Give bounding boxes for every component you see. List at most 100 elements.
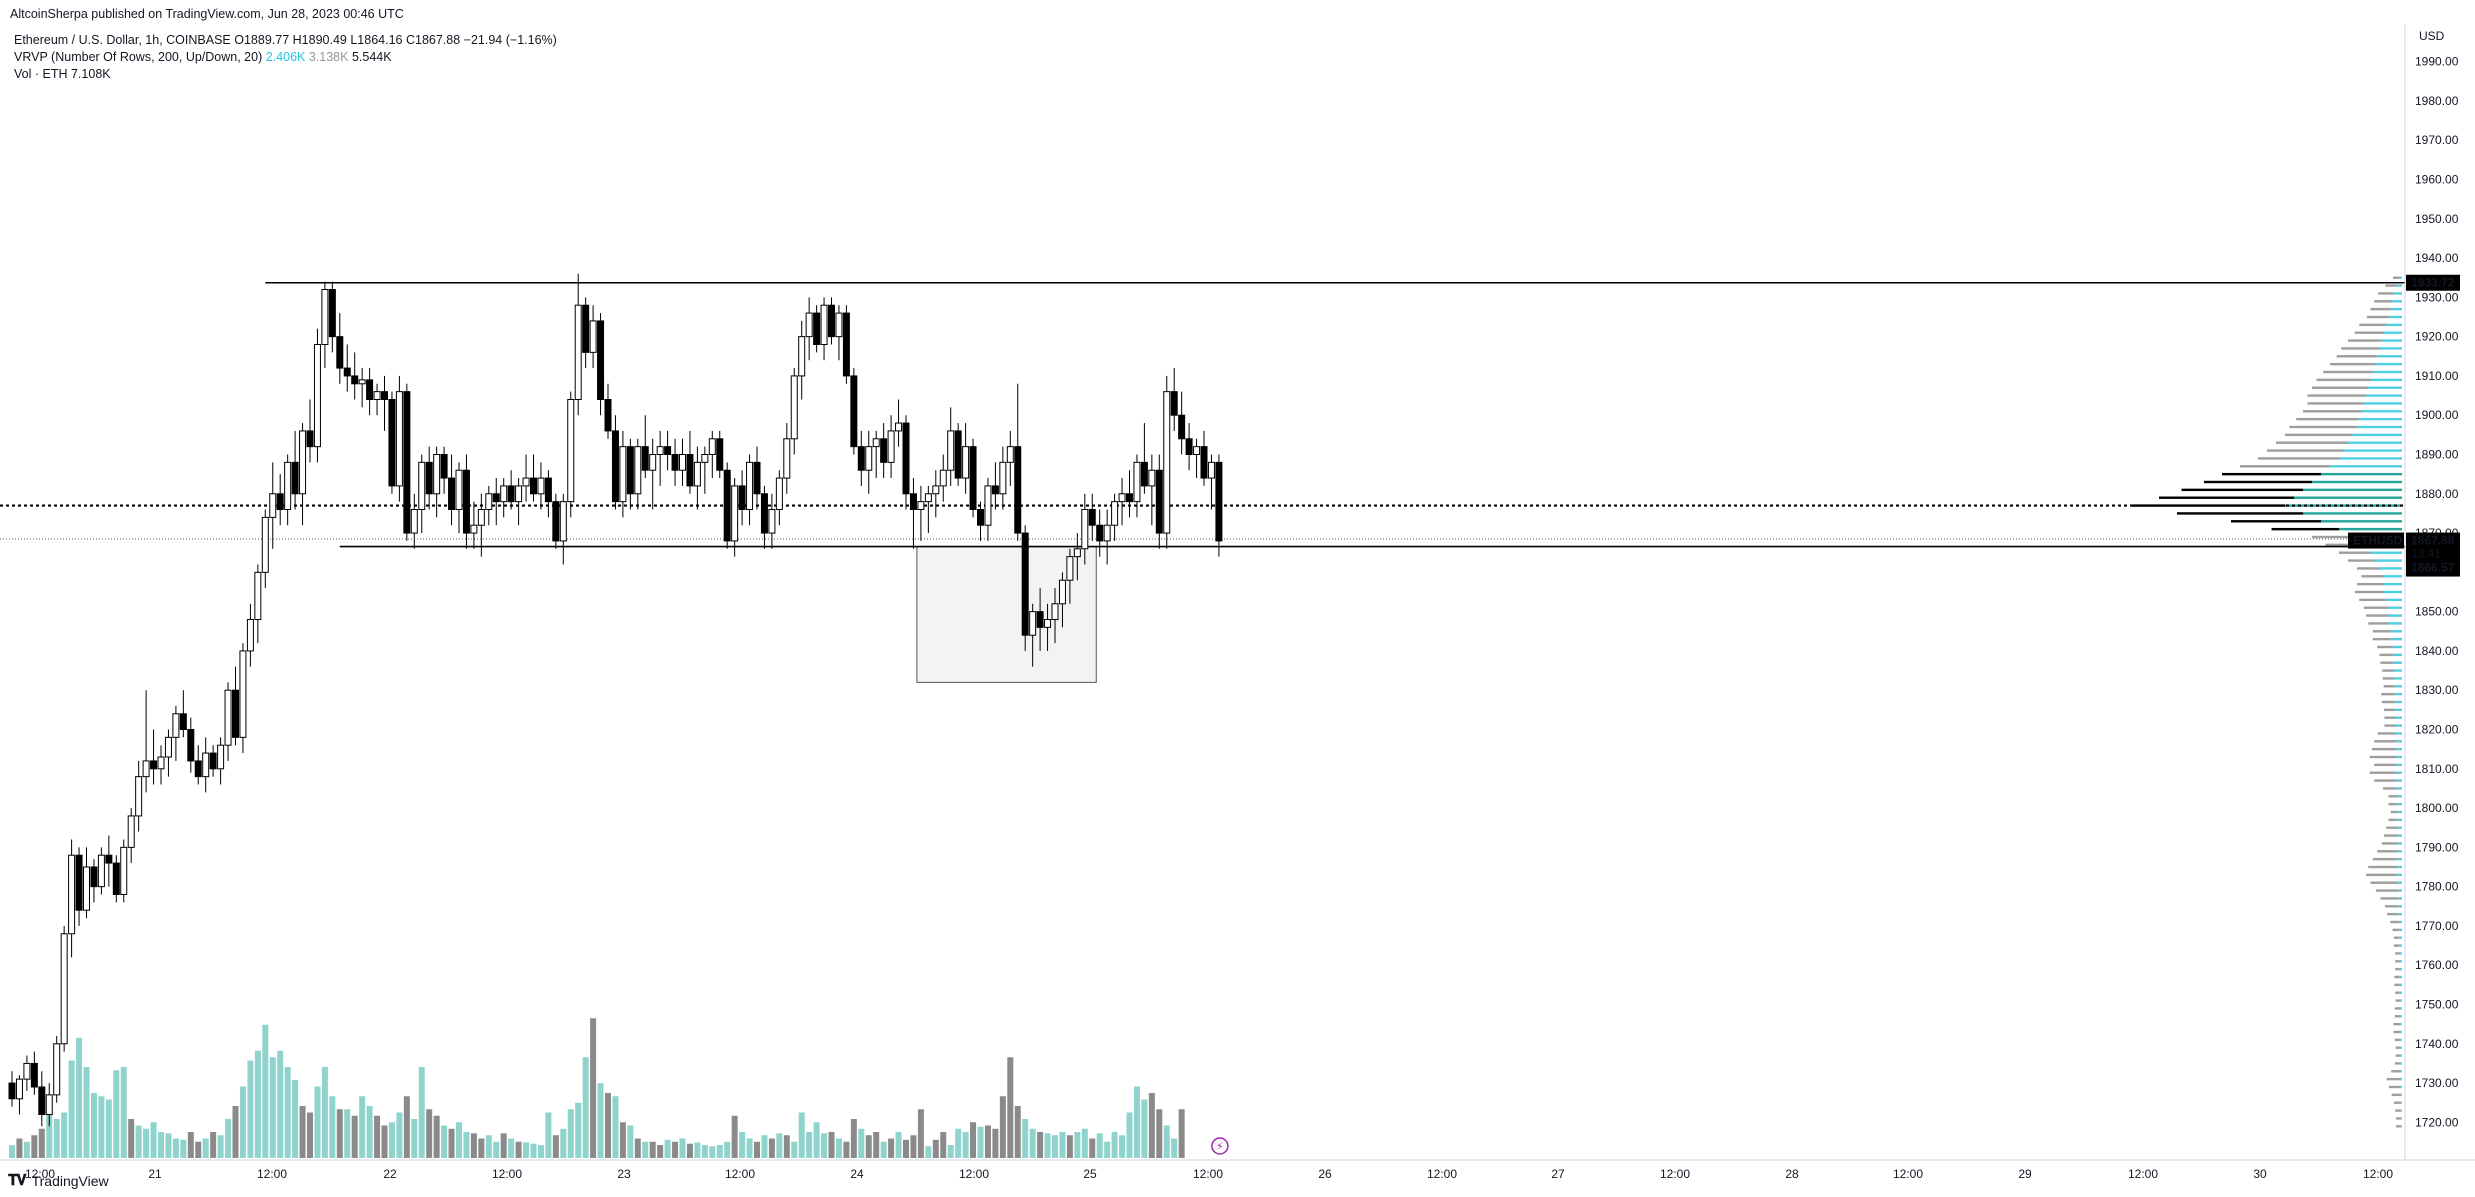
candle-up bbox=[656, 446, 664, 455]
candle-down bbox=[1200, 446, 1208, 479]
profile-up-bar bbox=[2398, 897, 2402, 900]
volume-bar bbox=[508, 1138, 515, 1158]
volume-bar bbox=[210, 1132, 217, 1158]
candle-up bbox=[23, 1062, 31, 1080]
candle-up bbox=[574, 304, 582, 401]
legend-vrvp-label[interactable]: VRVP (Number Of Rows, 200, Up/Down, 20) bbox=[14, 50, 263, 64]
profile-up-bar bbox=[2399, 983, 2402, 987]
volume-bar bbox=[657, 1145, 664, 1158]
volume-bars bbox=[9, 1018, 1185, 1158]
volume-bar bbox=[187, 1132, 194, 1158]
volume-bar bbox=[38, 1128, 45, 1158]
profile-down-bar bbox=[2380, 897, 2399, 900]
volume-bar bbox=[642, 1141, 649, 1158]
profile-down-bar bbox=[2177, 512, 2303, 515]
volume-bar bbox=[739, 1132, 746, 1158]
profile-up-bar bbox=[2379, 347, 2402, 350]
volume-bar bbox=[90, 1093, 97, 1158]
volume-bar bbox=[1037, 1132, 1044, 1158]
candle-up bbox=[15, 1078, 23, 1100]
profile-up-bar bbox=[2352, 433, 2402, 437]
candle-down bbox=[626, 446, 634, 495]
y-tick-label: 1830.00 bbox=[2415, 683, 2459, 697]
profile-down-bar bbox=[2384, 708, 2396, 712]
range-box-rect bbox=[916, 546, 1097, 683]
volume-bar bbox=[984, 1125, 991, 1158]
price-axis[interactable]: USD 1720.00 1730.00 1740.00 1750.00 1760.00 17… bbox=[0, 24, 2475, 1161]
volume-bar bbox=[835, 1138, 842, 1158]
profile-up-bar bbox=[2396, 771, 2402, 774]
volume-bar bbox=[180, 1139, 187, 1158]
volume-bar bbox=[590, 1018, 597, 1158]
profile-down-bar bbox=[2325, 543, 2366, 547]
candle-up bbox=[679, 454, 686, 471]
profile-down-bar bbox=[2393, 944, 2400, 947]
candle-up bbox=[1118, 493, 1126, 503]
profile-down-bar bbox=[2341, 347, 2380, 350]
legend-vol-label[interactable]: Vol · ETH bbox=[14, 67, 68, 81]
profile-down-bar bbox=[2393, 1101, 2401, 1104]
legend-symbol[interactable]: Ethereum / U.S. Dollar, 1h, COINBASE bbox=[14, 33, 231, 47]
legend: Ethereum / U.S. Dollar, 1h, COINBASE O18… bbox=[14, 32, 557, 83]
volume-bar bbox=[865, 1135, 872, 1158]
volume-bar bbox=[165, 1133, 172, 1158]
tradingview-logo-icon: 𝐓𝐕 bbox=[8, 1172, 27, 1189]
candle-up bbox=[485, 493, 493, 510]
volume-bar bbox=[545, 1112, 552, 1158]
profile-down-bar bbox=[2181, 488, 2303, 492]
volume-bar bbox=[806, 1132, 813, 1158]
profile-down-bar bbox=[2371, 747, 2397, 751]
volume-bar bbox=[83, 1067, 90, 1158]
profile-up-bar bbox=[2400, 1046, 2402, 1049]
profile-down-bar bbox=[2231, 520, 2321, 523]
profile-up-bar bbox=[2399, 276, 2402, 279]
profile-down-bar bbox=[2393, 1022, 2401, 1026]
candle-up bbox=[470, 524, 478, 534]
volume-bar bbox=[150, 1122, 157, 1158]
candle-down bbox=[403, 391, 411, 534]
candle-up bbox=[373, 391, 381, 400]
legend-vrvp-down: 3.138K bbox=[308, 50, 349, 64]
time-axis[interactable]: 12:00 21 12:00 22 12:00 23 12:00 24 12:00 25 12:00… bbox=[25, 1167, 2393, 1181]
candle-up bbox=[395, 391, 403, 487]
candle-up bbox=[567, 399, 575, 503]
x-tick-label: 28 bbox=[1785, 1167, 1799, 1181]
profile-down-bar bbox=[2348, 339, 2382, 342]
profile-down-bar bbox=[2395, 1109, 2401, 1112]
tradingview-footer[interactable]: 𝐓𝐕 TradingView bbox=[8, 1172, 109, 1189]
volume-bar bbox=[1111, 1132, 1118, 1158]
y-tick-label: 1970.00 bbox=[2415, 133, 2459, 147]
candle-up bbox=[239, 650, 247, 738]
y-tick-label: 1780.00 bbox=[2415, 880, 2459, 894]
profile-down-bar bbox=[2369, 755, 2397, 759]
volume-bar bbox=[1022, 1119, 1029, 1158]
profile-up-bar bbox=[2388, 606, 2402, 609]
profile-down-bar bbox=[2393, 276, 2400, 279]
volume-bar bbox=[537, 1145, 544, 1158]
profile-up-bar bbox=[2396, 755, 2402, 759]
profile-down-bar bbox=[2363, 606, 2389, 609]
profile-down-bar bbox=[2381, 700, 2396, 704]
volume-bar bbox=[463, 1132, 470, 1158]
y-tick-label: 1720.00 bbox=[2415, 1115, 2459, 1129]
volume-bar bbox=[575, 1102, 582, 1158]
profile-up-bar bbox=[2399, 991, 2402, 994]
volume-bar bbox=[292, 1080, 299, 1158]
candle-up bbox=[768, 509, 776, 534]
volume-bar bbox=[433, 1115, 440, 1158]
volume-bar bbox=[701, 1145, 708, 1158]
profile-down-bar bbox=[2372, 857, 2398, 861]
profile-up-bar bbox=[2400, 1030, 2402, 1034]
y-tick-label: 1960.00 bbox=[2415, 173, 2459, 187]
candle-up bbox=[254, 571, 262, 620]
profile-down-bar bbox=[2378, 292, 2394, 295]
profile-up-bar bbox=[2400, 1062, 2402, 1065]
profile-up-bar bbox=[2390, 630, 2402, 633]
profile-up-bar bbox=[2381, 339, 2402, 342]
y-tick-label: 1810.00 bbox=[2415, 762, 2459, 776]
profile-up-bar bbox=[2384, 590, 2402, 594]
candle-down bbox=[857, 446, 865, 471]
candle-down bbox=[105, 854, 113, 864]
